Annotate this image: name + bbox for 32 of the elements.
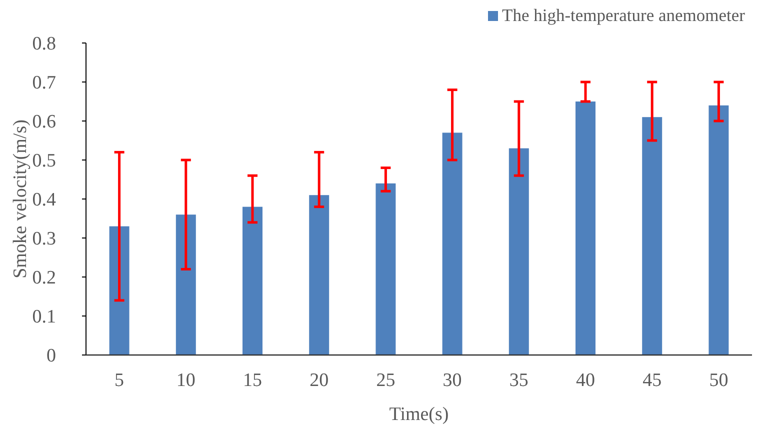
x-tick-label: 20: [310, 370, 329, 391]
x-tick-label: 35: [509, 370, 528, 391]
y-tick-label: 0: [46, 346, 56, 367]
bar: [176, 214, 196, 355]
bar: [309, 195, 330, 355]
y-tick-label: 0.7: [32, 72, 56, 94]
bar: [642, 117, 662, 355]
x-tick-label: 15: [243, 370, 262, 391]
bar: [708, 105, 729, 355]
y-tick-label: 0.8: [32, 34, 56, 55]
legend-label: The high-temperature anemometer: [502, 5, 746, 25]
bar: [376, 183, 396, 355]
bar: [508, 148, 529, 355]
x-tick-label: 50: [709, 370, 728, 391]
bar: [442, 132, 462, 355]
x-tick-label: 25: [376, 370, 396, 391]
x-tick-label: 30: [442, 370, 462, 391]
y-tick-label: 0.6: [32, 112, 56, 133]
bar: [109, 226, 130, 355]
bar: [576, 102, 596, 355]
x-tick-label: 40: [576, 370, 595, 391]
x-axis-title: Time(s): [389, 404, 449, 425]
y-axis-title: Smoke velocity(m/s): [10, 120, 31, 278]
x-tick-label: 5: [114, 370, 124, 391]
x-tick-label: 45: [642, 370, 662, 391]
y-tick-label: 0.3: [32, 228, 56, 250]
y-tick-label: 0.4: [32, 190, 56, 211]
y-tick-label: 0.1: [32, 306, 56, 328]
x-tick-label: 10: [176, 370, 196, 391]
y-tick-label: 0.5: [32, 150, 56, 172]
y-tick-label: 0.2: [32, 268, 56, 289]
bar: [242, 206, 262, 355]
